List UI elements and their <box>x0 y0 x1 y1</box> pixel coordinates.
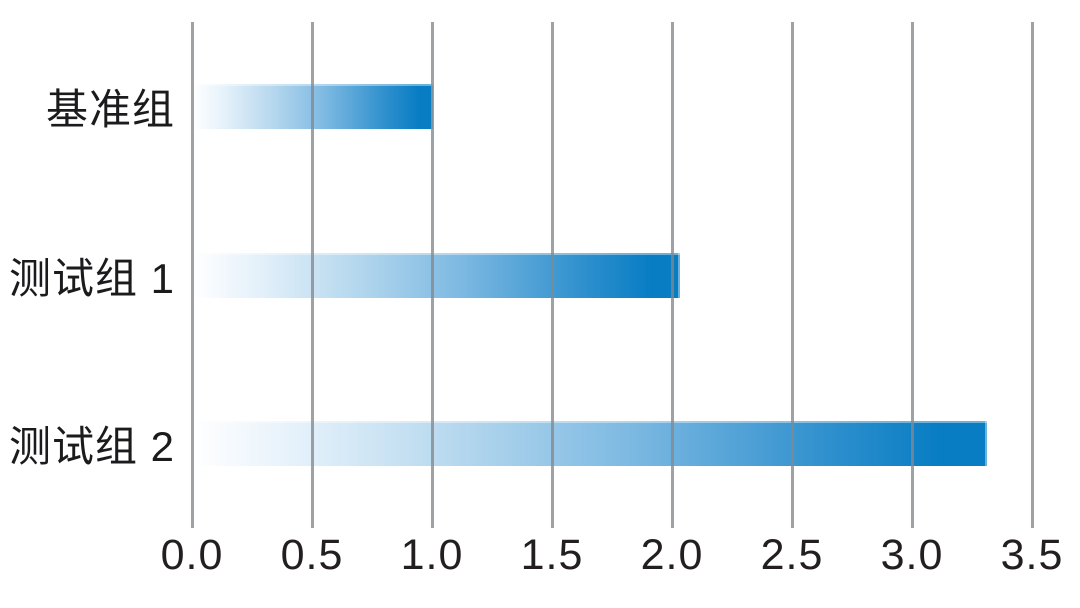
category-label: 测试组 1 <box>8 254 175 302</box>
x-tick-label: 0.0 <box>160 531 224 579</box>
gridline-1.5 <box>550 22 554 528</box>
bar-row <box>192 22 1032 191</box>
x-axis: 0.0 0.5 1.0 1.5 2.0 2.5 3.0 3.5 <box>0 531 1080 591</box>
x-tick-label: 1.0 <box>400 531 464 579</box>
gridline-0.0 <box>190 22 194 528</box>
category-label: 基准组 <box>45 85 175 133</box>
x-tick-label: 3.5 <box>1000 531 1064 579</box>
gridline-0.5 <box>310 22 314 528</box>
gridline-2.0 <box>670 22 674 528</box>
gridline-3.5 <box>1030 22 1034 528</box>
plot-area <box>190 22 1034 528</box>
bar-row <box>192 359 1032 528</box>
bar-测试组 1 <box>193 252 681 298</box>
gridline-3.0 <box>910 22 914 528</box>
bar-row <box>192 191 1032 360</box>
gridline-1.0 <box>430 22 434 528</box>
x-tick-label: 0.5 <box>280 531 344 579</box>
category-label: 测试组 2 <box>8 423 175 471</box>
bar-测试组 2 <box>193 421 988 467</box>
x-tick-label: 3.0 <box>880 531 944 579</box>
gridline-2.5 <box>790 22 794 528</box>
bar-rows <box>192 22 1032 528</box>
x-tick-label: 2.0 <box>640 531 704 579</box>
x-tick-label: 2.5 <box>760 531 824 579</box>
category-label-cell: 基准组 <box>0 22 175 191</box>
category-label-column: 基准组测试组 1 测试组 2 <box>0 22 175 528</box>
x-tick-label: 1.5 <box>520 531 584 579</box>
category-label-cell: 测试组 1 <box>0 191 175 360</box>
category-label-cell: 测试组 2 <box>0 359 175 528</box>
